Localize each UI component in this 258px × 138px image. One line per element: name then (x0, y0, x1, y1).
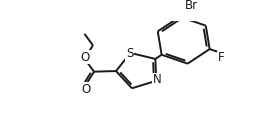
Text: O: O (81, 51, 90, 64)
Text: F: F (217, 51, 224, 64)
Text: O: O (81, 83, 90, 96)
Text: N: N (153, 73, 162, 86)
Text: Br: Br (185, 0, 198, 12)
Text: S: S (126, 47, 133, 60)
